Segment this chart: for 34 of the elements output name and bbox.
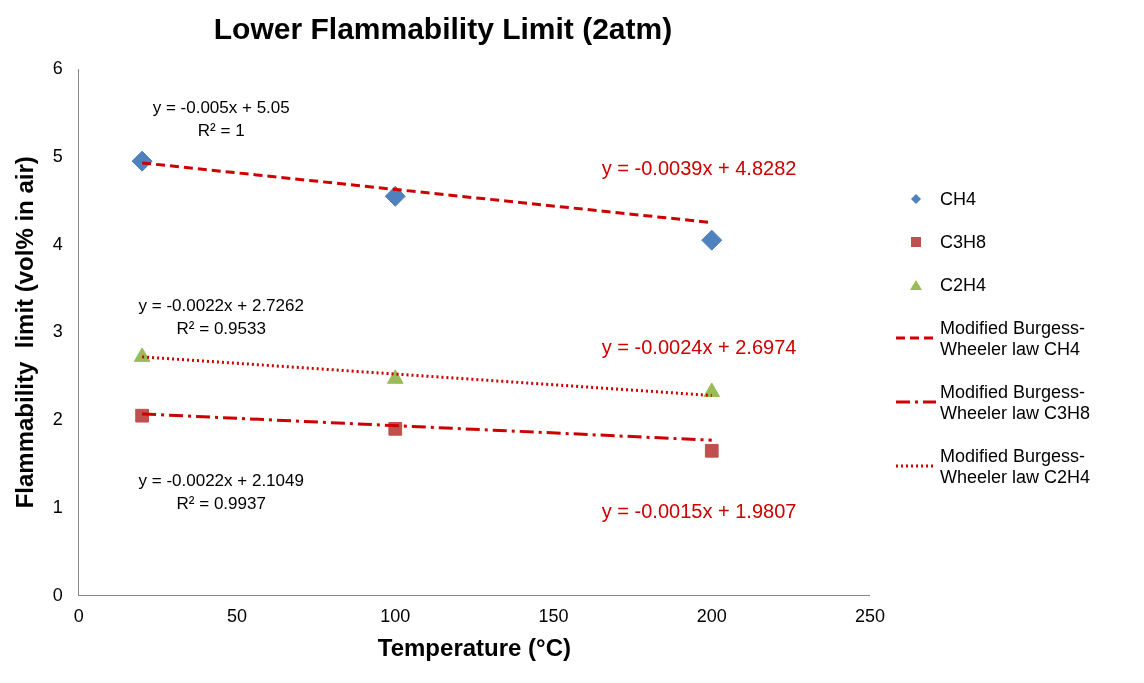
legend-label: C2H4: [940, 274, 988, 296]
point: [704, 443, 719, 458]
legend-label: Modified Burgess-Wheeler law CH4: [940, 317, 1087, 360]
x-tick-label: 150: [538, 606, 569, 627]
annotation: y = -0.0022x + 2.1049 R² = 0.9937: [138, 471, 304, 514]
legend-label: C3H8: [940, 231, 988, 253]
y-tick-label: 2: [52, 409, 63, 430]
x-axis-title: Temperature (°C): [377, 634, 571, 662]
annotation: y = -0.0039x + 4.8282: [601, 157, 797, 180]
point: [133, 347, 151, 362]
point: [701, 229, 723, 251]
y-tick-label: 6: [52, 57, 63, 78]
point: [703, 382, 721, 397]
y-tick-label: 3: [52, 321, 63, 342]
annotation: y = -0.005x + 5.05 R² = 1: [152, 98, 290, 141]
x-tick-label: 250: [854, 606, 886, 627]
annotation: y = -0.0024x + 2.6974: [601, 335, 797, 358]
chart-title: Lower Flammability Limit (2atm): [213, 12, 673, 46]
point: [384, 185, 406, 207]
y-tick-label: 1: [52, 496, 63, 517]
x-tick-label: 0: [73, 606, 84, 627]
annotation: y = -0.0015x + 1.9807: [601, 499, 797, 522]
point: [386, 369, 404, 384]
annotation: y = -0.0022x + 2.7262 R² = 0.9533: [138, 295, 304, 338]
legend-label: Modified Burgess-Wheeler law C2H4: [940, 445, 1092, 488]
y-tick-label: 4: [52, 233, 63, 254]
x-tick-label: 100: [380, 606, 411, 627]
x-tick-label: 200: [696, 606, 727, 627]
y-tick-label: 5: [52, 145, 63, 166]
x-tick-label: 50: [227, 606, 248, 627]
legend-label: Modified Burgess-Wheeler law C3H8: [940, 381, 1092, 424]
legend-label: CH4: [940, 188, 977, 210]
y-axis-title: Flammability limit (vol% in air): [11, 156, 39, 509]
y-tick-label: 0: [52, 584, 63, 605]
